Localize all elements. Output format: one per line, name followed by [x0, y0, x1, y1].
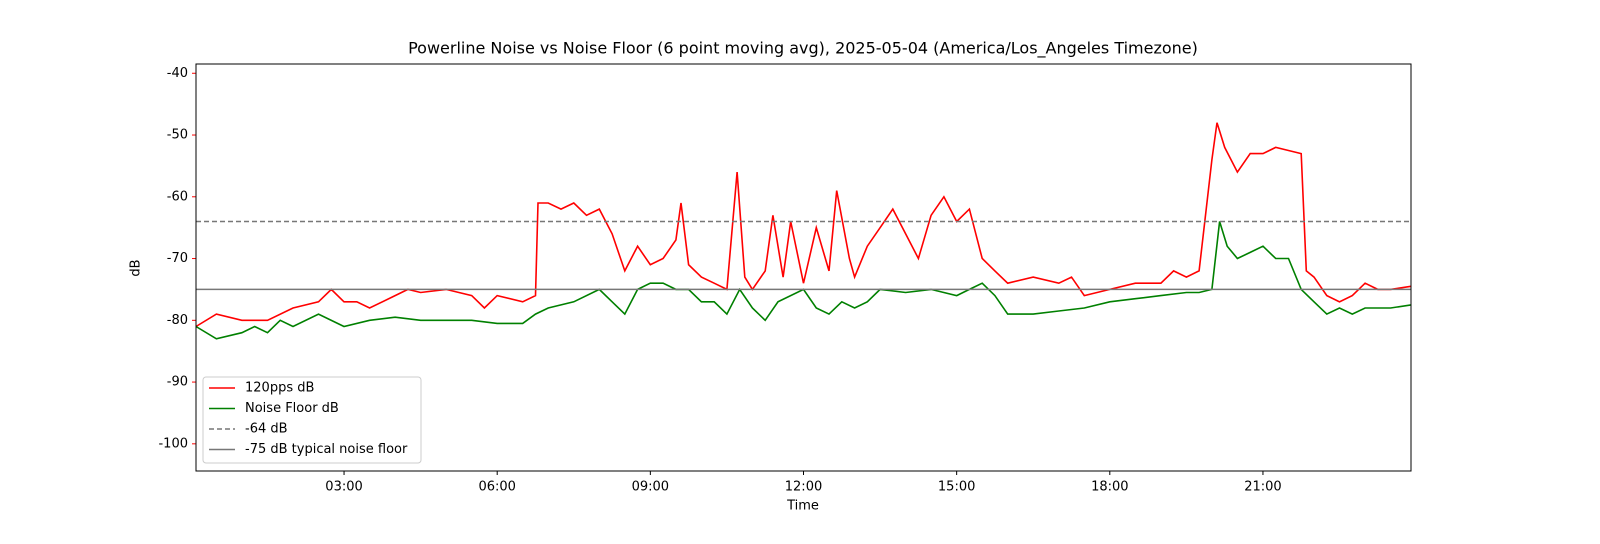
y-tick-label: -60 — [167, 189, 188, 204]
chart-title: Powerline Noise vs Noise Floor (6 point … — [408, 39, 1198, 59]
y-tick-label: -70 — [167, 251, 188, 266]
x-tick-label: 18:00 — [1091, 480, 1128, 495]
legend-label: Noise Floor dB — [245, 401, 339, 416]
legend-label: -64 dB — [245, 422, 288, 437]
x-axis-label: Time — [786, 499, 819, 514]
legend-box — [202, 376, 422, 464]
y-tick-label: -80 — [167, 313, 188, 328]
series-line — [195, 221, 1412, 340]
legend-label: 120pps dB — [245, 381, 314, 396]
legend-label: -75 dB typical noise floor — [245, 442, 408, 457]
x-tick-label: 12:00 — [785, 480, 822, 495]
y-tick-label: -90 — [167, 375, 188, 390]
y-tick-label: -40 — [167, 66, 188, 81]
plot-frame — [195, 63, 1412, 472]
x-tick-label: 21:00 — [1244, 480, 1281, 495]
y-tick-label: -100 — [158, 436, 188, 451]
series-line — [195, 122, 1412, 328]
x-tick-label: 03:00 — [325, 480, 362, 495]
y-tick-label: -50 — [167, 128, 188, 143]
x-tick-label: 06:00 — [478, 480, 515, 495]
x-tick-label: 09:00 — [632, 480, 669, 495]
x-tick-label: 15:00 — [938, 480, 975, 495]
y-axis-label: dB — [129, 259, 144, 276]
